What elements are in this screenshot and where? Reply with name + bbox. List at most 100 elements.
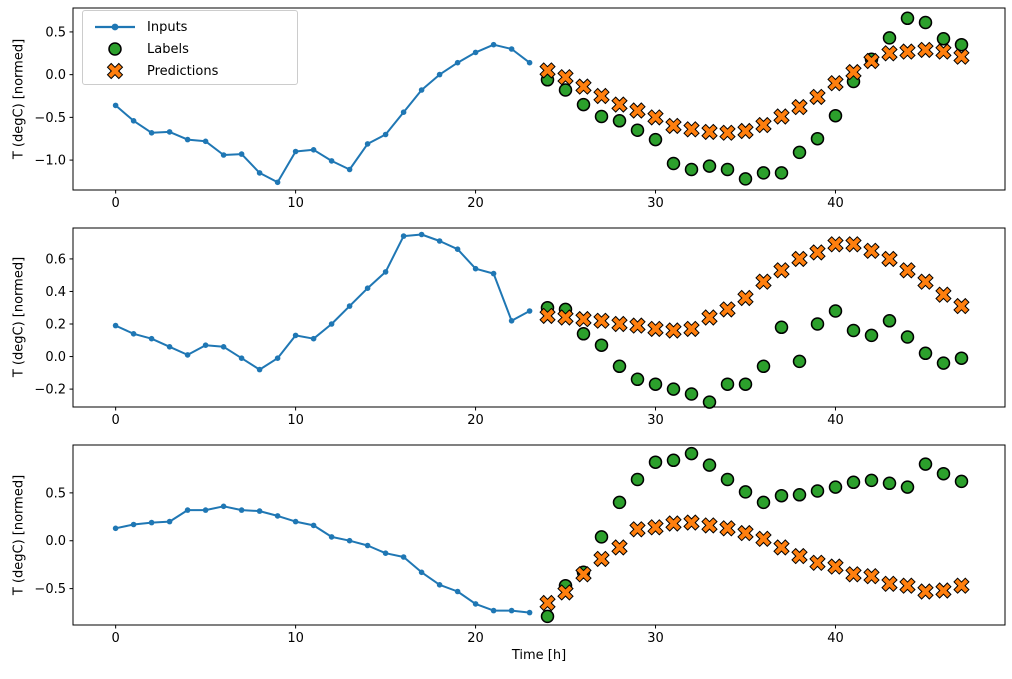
- prediction-point: [665, 117, 682, 135]
- input-point: [526, 609, 533, 616]
- input-point: [310, 147, 317, 153]
- input-point: [436, 71, 443, 78]
- label-point: [540, 609, 555, 624]
- y-axis-label-subplot-1: T (degC) [normed]: [11, 38, 27, 160]
- input-point: [526, 308, 533, 314]
- prediction-point: [719, 520, 736, 537]
- prediction-point: [917, 583, 934, 600]
- input-point: [130, 118, 137, 124]
- label-point: [864, 328, 879, 343]
- label-point: [810, 484, 825, 498]
- input-point: [508, 607, 515, 614]
- input-point: [400, 233, 407, 239]
- x-tick-label: 0: [112, 196, 120, 211]
- label-point: [900, 330, 915, 344]
- label-point: [594, 530, 609, 544]
- label-point: [828, 304, 843, 318]
- prediction-point: [557, 68, 574, 86]
- y-tick-label: 0.0: [45, 534, 66, 549]
- prediction-point: [809, 88, 826, 106]
- input-point: [382, 269, 389, 275]
- input-point: [454, 588, 461, 595]
- input-point: [238, 151, 245, 157]
- prediction-point: [683, 121, 700, 138]
- inputs-line-icon: [95, 23, 135, 31]
- input-point: [472, 49, 479, 56]
- subplot-2: 0 10 20 30 40 0.6 0.4 0.2 0.0 −0.2: [34, 227, 1006, 428]
- input-point: [490, 270, 497, 277]
- input-point: [274, 513, 281, 519]
- label-point: [684, 446, 699, 461]
- input-point: [310, 522, 317, 529]
- input-point: [382, 550, 389, 556]
- prediction-point: [917, 273, 934, 290]
- x-tick-label: 20: [467, 196, 484, 211]
- input-point: [364, 542, 371, 549]
- x-tick-label: 40: [827, 413, 844, 428]
- inputs-path: [115, 505, 530, 614]
- input-point: [292, 332, 299, 339]
- label-point: [774, 320, 789, 335]
- prediction-point: [791, 98, 808, 116]
- label-point: [702, 458, 717, 472]
- labels-circle-icon: [108, 42, 122, 56]
- prediction-point: [899, 43, 916, 60]
- inputs-line: [112, 231, 533, 373]
- prediction-point: [557, 309, 574, 326]
- input-point: [400, 554, 407, 560]
- label-point: [936, 32, 951, 46]
- label-point: [666, 156, 681, 171]
- prediction-point: [935, 43, 952, 60]
- prediction-point: [737, 122, 754, 140]
- prediction-point: [953, 577, 970, 594]
- predictions-x-icon: [106, 62, 124, 80]
- label-point: [684, 162, 699, 177]
- predictions-markers: [539, 41, 970, 141]
- input-point: [328, 321, 335, 327]
- prediction-point: [575, 566, 592, 583]
- prediction-point: [557, 584, 574, 601]
- label-point: [882, 476, 897, 491]
- label-point: [828, 480, 843, 494]
- label-point: [918, 15, 933, 30]
- y-axis-ticks: 0.5 0.0 −0.5: [34, 486, 73, 597]
- label-point: [720, 377, 735, 391]
- label-point: [630, 372, 645, 387]
- x-axis-ticks: 0 10 20 30 40: [112, 190, 844, 211]
- input-point: [400, 109, 407, 115]
- prediction-point: [755, 116, 772, 134]
- prediction-point: [935, 286, 952, 303]
- y-tick-label: −0.5: [34, 111, 66, 126]
- prediction-point: [827, 236, 844, 253]
- input-point: [346, 303, 353, 309]
- input-point: [130, 521, 137, 528]
- subplot-3: 0 10 20 30 40 0.5 0.0 −0.5: [34, 444, 1006, 646]
- x-tick-label: 20: [467, 413, 484, 428]
- input-point: [202, 507, 209, 513]
- label-point: [954, 37, 969, 52]
- input-point: [328, 158, 335, 164]
- input-point: [274, 355, 281, 362]
- prediction-point: [611, 96, 628, 113]
- label-point: [720, 472, 735, 487]
- prediction-point: [737, 524, 754, 542]
- label-point: [882, 314, 897, 328]
- axes-frame: [72, 444, 1006, 626]
- label-point: [900, 480, 915, 494]
- input-point: [328, 534, 335, 540]
- label-point: [918, 457, 933, 471]
- input-point: [256, 366, 263, 373]
- input-point: [220, 503, 227, 510]
- x-tick-label: 40: [827, 196, 844, 211]
- axes-frame: [72, 227, 1006, 408]
- prediction-point: [935, 582, 952, 599]
- input-point: [364, 141, 371, 147]
- prediction-point: [629, 521, 646, 538]
- legend-item-inputs: Inputs: [93, 16, 287, 38]
- label-point: [666, 453, 681, 468]
- input-point: [526, 59, 533, 66]
- prediction-point: [593, 312, 610, 329]
- label-point: [954, 474, 969, 489]
- input-point: [508, 46, 515, 52]
- prediction-point: [719, 124, 736, 141]
